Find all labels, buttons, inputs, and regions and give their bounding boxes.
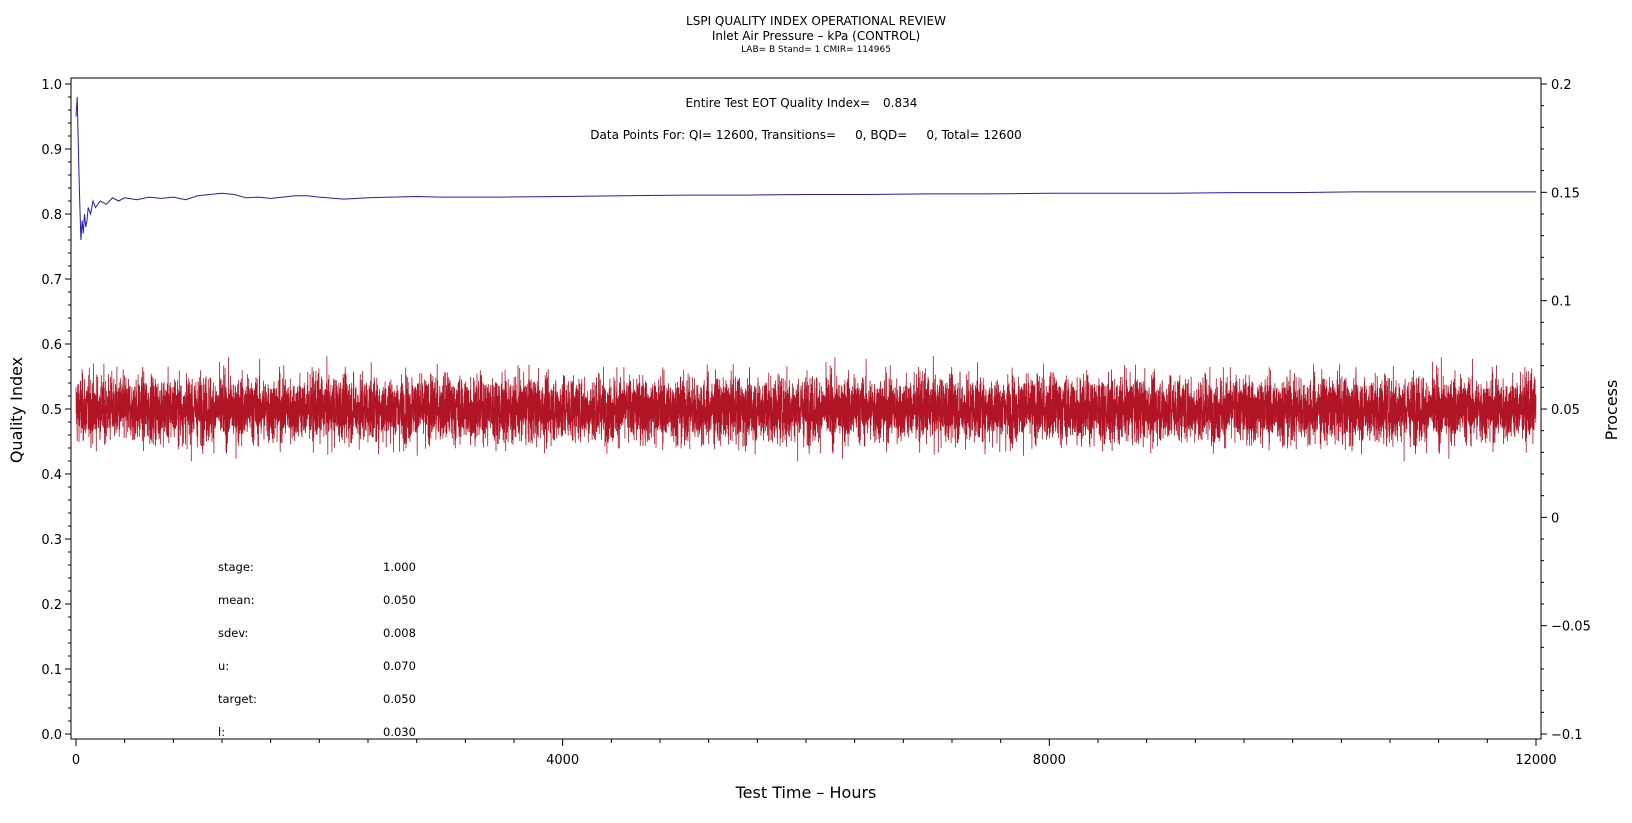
process-series-line [75, 355, 1537, 462]
chart-title: LSPI QUALITY INDEX OPERATIONAL REVIEW [686, 14, 946, 28]
y-tick-label: 0.3 [41, 533, 62, 548]
y-tick-label: 0.9 [41, 143, 62, 158]
eot-quality-label: Entire Test EOT Quality Index= [686, 96, 871, 110]
x-tick-label: 12000 [1515, 753, 1556, 768]
quality-index-line [75, 96, 1536, 241]
y-tick-label: 0.1 [41, 663, 62, 678]
stat-label: sdev: [218, 626, 248, 640]
x-tick-label: 4000 [546, 753, 579, 768]
stat-label: target: [218, 692, 257, 706]
y2-tick-label: −0.05 [1551, 620, 1591, 635]
y-tick-label: 0.6 [41, 338, 62, 353]
y2-tick-label: −0.1 [1551, 728, 1583, 743]
stat-value: 1.000 [383, 560, 416, 574]
y-tick-label: 0.0 [41, 728, 62, 743]
y2-tick-label: 0.2 [1551, 78, 1572, 93]
y-tick-label: 0.2 [41, 598, 62, 613]
y2-tick-label: 0 [1551, 511, 1559, 526]
stat-value: 0.070 [383, 659, 416, 673]
y-tick-label: 0.4 [41, 468, 62, 483]
stat-value: 0.008 [383, 626, 416, 640]
x-axis: 0 4000 8000 12000 [72, 739, 1557, 768]
x-axis-label: Test Time – Hours [735, 783, 877, 802]
y2-tick-label: 0.1 [1551, 295, 1572, 310]
stat-value: 0.030 [383, 725, 416, 739]
y-axis-left: 0.0 0.1 0.2 0.3 0.4 0.5 0.6 0.7 0.8 0.9 1.0 [41, 78, 71, 743]
y-tick-label: 0.7 [41, 273, 62, 288]
stat-label: u: [218, 659, 229, 673]
y2-tick-label: 0.05 [1551, 403, 1580, 418]
x-tick-label: 0 [72, 753, 80, 768]
stat-label: l: [218, 725, 225, 739]
chart-subtitle-2: LAB= B Stand= 1 CMIR= 114965 [741, 45, 891, 55]
y-tick-label: 0.8 [41, 208, 62, 223]
y-axis-right: −0.1 −0.05 0 0.05 0.1 0.15 0.2 [1541, 78, 1591, 743]
stat-value: 0.050 [383, 692, 416, 706]
data-points-summary: Data Points For: QI= 12600, Transitions=… [590, 128, 1021, 142]
quality-index-series [75, 96, 1536, 241]
stats-table: stage: 1.000 mean: 0.050 sdev: 0.008 u: 0.070 ta… [218, 560, 416, 739]
y-tick-label: 1.0 [41, 78, 62, 93]
chart-subtitle: Inlet Air Pressure – kPa (CONTROL) [712, 29, 920, 43]
x-tick-label: 8000 [1033, 753, 1066, 768]
y-axis-label: Quality Index [7, 357, 26, 463]
stat-label: stage: [218, 560, 254, 574]
process-series [75, 355, 1537, 462]
y2-axis-label: Process [1602, 380, 1621, 441]
stat-value: 0.050 [383, 593, 416, 607]
eot-quality-value: 0.834 [883, 96, 917, 110]
y-tick-label: 0.5 [41, 403, 62, 418]
stat-label: mean: [218, 593, 255, 607]
y2-tick-label: 0.15 [1551, 186, 1580, 201]
